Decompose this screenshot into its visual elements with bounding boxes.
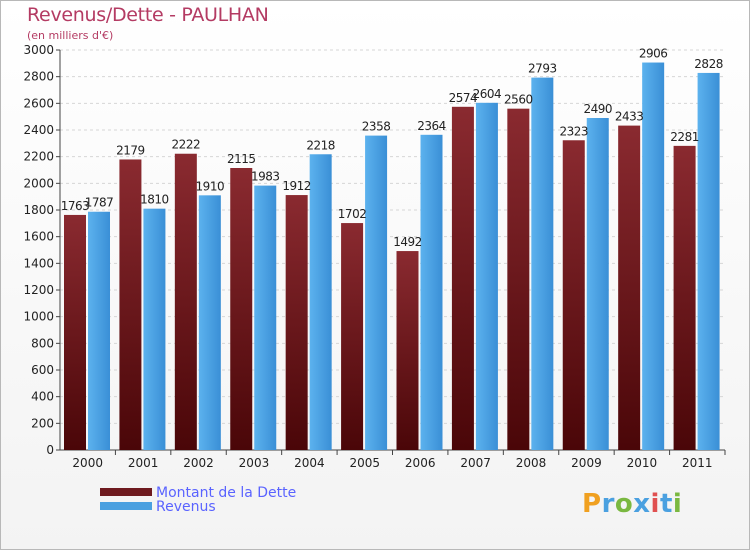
bar-dette [673,145,696,450]
y-tick-label: 2400 [23,123,54,137]
data-label-dette: 2574 [449,91,478,105]
y-tick-label: 1800 [23,203,54,217]
x-tick-label: 2008 [516,456,547,470]
data-label-dette: 2222 [172,138,201,152]
data-label-revenus: 2604 [473,87,502,101]
data-label-revenus: 2358 [362,120,391,134]
data-label-revenus: 1983 [251,170,280,184]
data-label-dette: 1702 [338,207,367,221]
x-tick-label: 2004 [294,456,325,470]
bar-revenus [697,72,720,450]
bar-revenus [586,118,609,450]
bar-dette [174,153,197,450]
data-label-dette: 1492 [393,235,422,249]
data-label-revenus: 1910 [196,179,225,193]
y-tick-label: 600 [31,363,54,377]
y-tick-label: 1200 [23,283,54,297]
y-tick-label: 2000 [23,176,54,190]
x-tick-label: 2005 [350,456,381,470]
y-tick-label: 1400 [23,256,54,270]
bar-dette [451,106,474,451]
x-tick-label: 2007 [460,456,491,470]
data-label-dette: 2560 [504,93,533,107]
bar-dette [341,223,364,450]
x-tick-label: 2002 [183,456,214,470]
data-label-dette: 2115 [227,152,256,166]
data-label-revenus: 2218 [306,138,335,152]
data-label-revenus: 2490 [583,102,612,116]
data-label-dette: 2323 [559,124,588,138]
data-label-revenus: 1810 [140,193,169,207]
y-tick-label: 3000 [23,43,54,57]
proxiti-logo: Proxiti [582,489,683,519]
bar-dette [507,108,530,451]
y-tick-label: 1600 [23,230,54,244]
y-tick-label: 400 [31,390,54,404]
data-label-dette: 1763 [61,199,90,213]
legend-swatch-revenus [100,502,152,510]
bar-revenus [88,211,110,450]
chart-title: Revenus/Dette - PAULHAN [27,4,269,26]
bar-dette [285,195,308,450]
legend-label-revenus: Revenus [156,499,216,515]
data-label-revenus: 2364 [417,119,446,133]
data-label-revenus: 1787 [85,196,114,210]
y-tick-label: 800 [31,336,54,350]
bar-revenus [475,102,498,451]
bar-revenus [420,134,443,451]
legend-label-dette: Montant de la Dette [156,485,297,501]
data-label-revenus: 2793 [528,62,557,76]
x-tick-label: 2011 [682,456,713,470]
x-tick-label: 2000 [72,456,103,470]
data-label-revenus: 2828 [694,57,723,71]
y-tick-label: 1000 [23,310,54,324]
bar-revenus [309,154,332,450]
y-tick-label: 2600 [23,96,54,110]
bar-dette [618,125,641,450]
data-label-dette: 2179 [116,143,145,157]
chart-subtitle: (en milliers d'€) [27,29,114,42]
bar-dette [396,251,419,450]
bar-dette [230,168,253,450]
x-tick-label: 2001 [128,456,159,470]
data-label-revenus: 2906 [639,47,668,61]
bar-revenus [198,195,221,450]
data-label-dette: 2433 [615,110,644,124]
bar-dette [562,140,585,450]
y-tick-label: 200 [31,416,54,430]
x-tick-label: 2003 [239,456,270,470]
y-tick-label: 2800 [23,70,54,84]
bar-dette [119,159,142,450]
x-tick-label: 2009 [571,456,602,470]
bar-revenus [365,135,388,450]
y-tick-label: 2200 [23,150,54,164]
bar-revenus [143,208,166,450]
bar-revenus [254,185,277,450]
x-tick-label: 2010 [627,456,658,470]
y-tick-label: 0 [46,443,54,457]
bar-revenus [531,77,554,450]
bar-revenus [642,62,665,451]
data-label-dette: 2281 [670,130,699,144]
legend-swatch-dette [100,488,152,496]
data-label-dette: 1912 [282,179,311,193]
bar-dette [64,214,86,450]
x-tick-label: 2006 [405,456,436,470]
